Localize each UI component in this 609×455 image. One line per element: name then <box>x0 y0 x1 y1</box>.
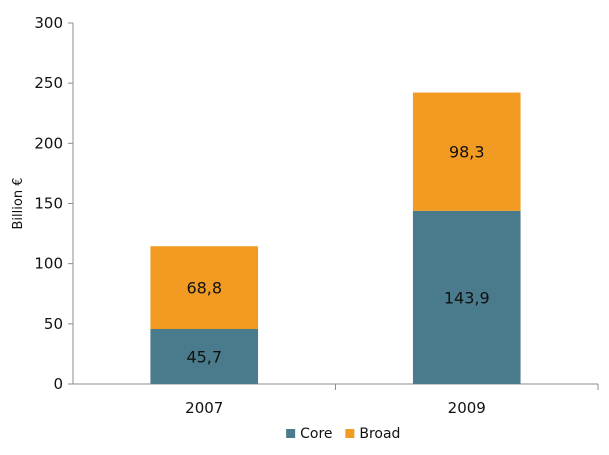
y-tick-label: 300 <box>34 14 63 32</box>
data-labels: 45,7 68,8 143,9 98,3 <box>186 143 489 367</box>
bar-segment-broad <box>150 246 259 330</box>
y-tick-label: 150 <box>34 195 63 213</box>
data-label: 143,9 <box>444 288 490 307</box>
y-tick-label: 100 <box>34 255 63 273</box>
legend-swatch-core <box>286 429 296 438</box>
x-category-label: 2007 <box>185 399 223 417</box>
bar-segment-broad <box>412 92 521 211</box>
bars <box>150 92 521 384</box>
y-axis-title: Billion € <box>11 178 26 230</box>
x-category-label: 2009 <box>448 399 486 417</box>
bar-segment-core <box>412 210 521 384</box>
data-label: 98,3 <box>449 143 485 162</box>
y-tick-label: 200 <box>34 134 63 152</box>
data-label: 68,8 <box>186 279 222 298</box>
bar-segment-core <box>150 329 259 384</box>
legend: Core Broad <box>286 426 400 442</box>
data-label: 45,7 <box>186 348 222 367</box>
y-tick-label: 0 <box>53 375 63 393</box>
legend-swatch-broad <box>345 429 355 438</box>
axes: 0 50 100 150 200 250 300 2007 2009 <box>34 14 599 417</box>
y-tick-label: 50 <box>44 315 63 333</box>
y-tick-label: 250 <box>34 74 63 92</box>
legend-label-broad: Broad <box>359 426 400 442</box>
legend-label-core: Core <box>300 426 332 442</box>
